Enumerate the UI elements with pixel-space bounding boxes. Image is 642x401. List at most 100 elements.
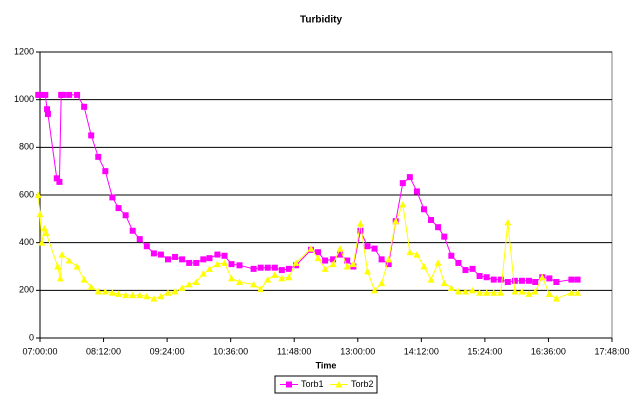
data-point bbox=[74, 91, 81, 98]
data-point bbox=[228, 274, 236, 282]
data-point bbox=[322, 257, 329, 264]
data-point bbox=[53, 175, 60, 182]
data-point bbox=[518, 277, 525, 284]
data-point bbox=[406, 174, 413, 181]
data-point bbox=[413, 188, 420, 195]
data-point bbox=[205, 265, 213, 272]
data-point bbox=[172, 253, 179, 260]
data-point bbox=[476, 273, 483, 280]
x-axis-label: Time bbox=[316, 360, 337, 370]
data-point bbox=[413, 251, 421, 258]
data-point bbox=[553, 278, 560, 285]
data-point bbox=[292, 259, 300, 266]
data-point bbox=[129, 291, 137, 299]
data-point bbox=[220, 259, 228, 266]
data-point bbox=[490, 289, 498, 296]
data-point bbox=[447, 284, 455, 291]
data-point bbox=[483, 274, 490, 281]
data-point bbox=[122, 291, 130, 299]
data-point bbox=[115, 290, 123, 297]
data-point bbox=[511, 277, 518, 284]
x-tick-label: 09:24:00 bbox=[150, 346, 185, 356]
data-point bbox=[250, 280, 258, 288]
data-point bbox=[36, 210, 44, 218]
data-point bbox=[122, 212, 129, 219]
data-point bbox=[236, 262, 243, 269]
data-point bbox=[54, 263, 62, 270]
data-point bbox=[455, 259, 462, 266]
data-point bbox=[385, 261, 392, 268]
data-point bbox=[378, 256, 385, 263]
x-tick-label: 15:24:00 bbox=[467, 346, 502, 356]
data-point bbox=[42, 229, 50, 237]
data-point bbox=[518, 288, 526, 295]
data-point bbox=[115, 205, 122, 212]
x-tick-label: 07:00:00 bbox=[22, 346, 57, 356]
data-point bbox=[511, 288, 519, 295]
data-point bbox=[143, 292, 151, 300]
data-point bbox=[264, 264, 271, 271]
data-point bbox=[257, 285, 265, 293]
data-point bbox=[307, 245, 315, 252]
legend bbox=[274, 375, 378, 394]
data-point bbox=[363, 267, 371, 275]
data-point bbox=[285, 273, 293, 281]
data-point bbox=[278, 267, 285, 274]
data-point bbox=[34, 191, 42, 198]
data-point bbox=[179, 256, 186, 263]
data-point bbox=[44, 106, 51, 113]
data-point bbox=[193, 259, 200, 266]
y-tick-label: 1000 bbox=[14, 94, 34, 104]
data-point bbox=[545, 290, 553, 297]
y-tick-label: 0 bbox=[29, 332, 34, 342]
data-point bbox=[392, 217, 400, 225]
data-point bbox=[271, 271, 279, 278]
data-point bbox=[461, 288, 469, 295]
data-point bbox=[378, 279, 386, 287]
data-point bbox=[552, 295, 560, 302]
x-tick-label: 13:00:00 bbox=[340, 346, 375, 356]
data-point bbox=[94, 288, 102, 295]
data-point bbox=[65, 257, 73, 264]
data-point bbox=[88, 132, 95, 139]
data-point bbox=[440, 279, 448, 287]
data-point bbox=[504, 278, 511, 285]
data-point bbox=[228, 261, 235, 268]
data-point bbox=[434, 259, 442, 266]
x-tick-label: 11:48:00 bbox=[277, 346, 311, 356]
data-point bbox=[271, 264, 278, 271]
data-point bbox=[525, 290, 533, 297]
data-point bbox=[329, 260, 337, 268]
data-point bbox=[257, 264, 264, 271]
data-point bbox=[278, 274, 286, 282]
data-point bbox=[441, 233, 448, 240]
data-point bbox=[364, 243, 371, 250]
data-point bbox=[420, 206, 427, 213]
data-point bbox=[164, 256, 171, 263]
data-point bbox=[420, 263, 428, 270]
data-point bbox=[101, 288, 109, 295]
data-point bbox=[66, 91, 73, 98]
x-tick-label: 16:36:00 bbox=[531, 346, 566, 356]
data-point bbox=[285, 265, 292, 272]
data-point bbox=[192, 278, 200, 285]
x-tick-label: 10:36:00 bbox=[213, 346, 248, 356]
data-point bbox=[129, 227, 136, 234]
data-point bbox=[531, 288, 539, 295]
legend-marker bbox=[335, 381, 343, 388]
data-point bbox=[80, 276, 88, 283]
data-point bbox=[56, 178, 63, 185]
data-point bbox=[454, 288, 462, 295]
data-point bbox=[136, 291, 144, 299]
y-tick-label: 200 bbox=[19, 285, 34, 295]
data-point bbox=[546, 275, 553, 282]
y-tick-label: 1200 bbox=[14, 46, 34, 56]
data-point bbox=[221, 252, 228, 259]
data-point bbox=[321, 265, 329, 272]
data-point bbox=[56, 274, 64, 282]
data-point bbox=[264, 276, 272, 283]
data-point bbox=[330, 256, 337, 263]
data-point bbox=[532, 278, 539, 285]
data-point bbox=[171, 288, 179, 295]
data-point bbox=[81, 103, 88, 110]
